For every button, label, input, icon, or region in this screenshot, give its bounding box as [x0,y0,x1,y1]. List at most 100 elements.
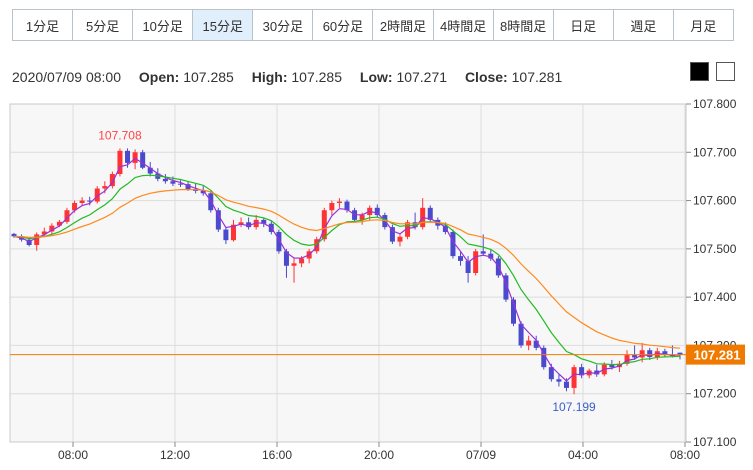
candle [147,161,153,177]
candle [533,335,539,351]
open-value: 107.285 [183,69,234,85]
candle-body [533,340,539,348]
candle [571,364,577,395]
candle [526,335,532,351]
candle [647,347,653,360]
candle [140,149,146,170]
candle [215,207,221,232]
candle-body [64,210,70,222]
tab-3[interactable]: 15分足 [193,10,254,40]
candle-body [253,219,259,228]
candle [480,234,486,257]
tab-11[interactable]: 月足 [673,10,733,40]
y-tick-label: 107.500 [693,242,737,256]
candle-body [200,190,206,194]
tab-5[interactable]: 60分足 [313,10,374,40]
ohlc-datetime: 2020/07/09 08:00 [12,69,121,85]
candle-body [639,350,645,358]
candle [632,345,638,360]
candle [389,224,395,245]
y-tick-label: 107.200 [693,387,737,401]
candle-body [185,184,191,189]
tab-2[interactable]: 10分足 [133,10,194,40]
candle-body [132,152,138,163]
candle-body [56,221,62,226]
tab-10[interactable]: 週足 [613,10,674,40]
candle-body [374,207,380,216]
candle [374,204,380,218]
tab-4[interactable]: 30分足 [253,10,314,40]
candle-body [397,236,403,242]
candle [291,258,297,283]
candle [11,232,17,238]
candle [397,234,403,247]
candle [336,198,342,208]
candle [117,148,123,177]
low-annotation: 107.199 [552,400,596,414]
close-label: Close: [464,69,508,85]
current-price-badge [686,344,745,365]
x-tick-label: 04:00 [568,448,598,462]
candle-body [488,253,494,259]
dark-theme-button[interactable] [690,62,709,81]
candle-body [215,210,221,230]
open-label: Open: [138,69,180,85]
candle-body [389,227,395,242]
tab-8[interactable]: 8時間足 [493,10,554,40]
plot-area [9,103,687,443]
candle-body [594,370,600,375]
candle-body [109,174,115,187]
candlestick-chart[interactable]: 107.800107.700107.600107.500107.400107.3… [0,98,753,470]
candle-body [41,231,47,235]
candle-body [291,263,297,266]
candle-body [283,251,289,266]
candle [314,236,320,254]
candle-body [238,222,244,225]
candle-body [480,251,486,254]
candle-body [87,200,93,202]
x-tick-label: 20:00 [364,448,394,462]
candle [94,186,100,204]
candle-body [541,347,547,368]
candle-body [344,201,350,211]
candle [238,217,244,228]
candle-body [458,256,464,261]
candle-body [662,351,668,356]
high-label: High: [251,69,288,85]
candle-body [677,352,683,355]
x-tick-label: 08:00 [670,448,700,462]
candle [344,199,350,213]
candle-body [624,355,630,364]
light-theme-button[interactable] [716,62,735,81]
low-value: 107.271 [396,69,448,85]
tab-1[interactable]: 5分足 [73,10,134,40]
tab-9[interactable]: 日足 [553,10,614,40]
candle-body [246,222,252,228]
candle [132,149,138,170]
tab-7[interactable]: 4時間足 [433,10,494,40]
candle [79,197,85,206]
candle-body [117,150,123,175]
candle-body [102,186,108,189]
candle [329,200,335,216]
x-tick-label: 08:00 [58,448,88,462]
x-tick-label: 12:00 [160,448,190,462]
candle-body [34,234,40,245]
close-value: 107.281 [511,69,563,85]
candle-body [261,219,267,224]
tab-0[interactable]: 1分足 [13,10,74,40]
candle [162,174,168,184]
candle [518,321,524,348]
candle-body [72,202,78,211]
ohlc-info: 2020/07/09 08:00 Open: 107.285 High: 107… [12,69,562,85]
current-price-label: 107.281 [694,348,741,363]
candle [49,223,55,235]
x-tick-label: 16:00 [262,448,292,462]
candle-body [518,323,524,346]
y-tick-label: 107.400 [693,290,737,304]
candle-body [125,150,131,163]
tab-6[interactable]: 2時間足 [373,10,434,40]
timeframe-tabs: 1分足 5分足 10分足 15分足 30分足 60分足 2時間足 4時間足 8時間足 日足 週足 月足 [12,9,734,41]
candle-body [178,183,183,185]
ma-mid-line [13,174,681,366]
